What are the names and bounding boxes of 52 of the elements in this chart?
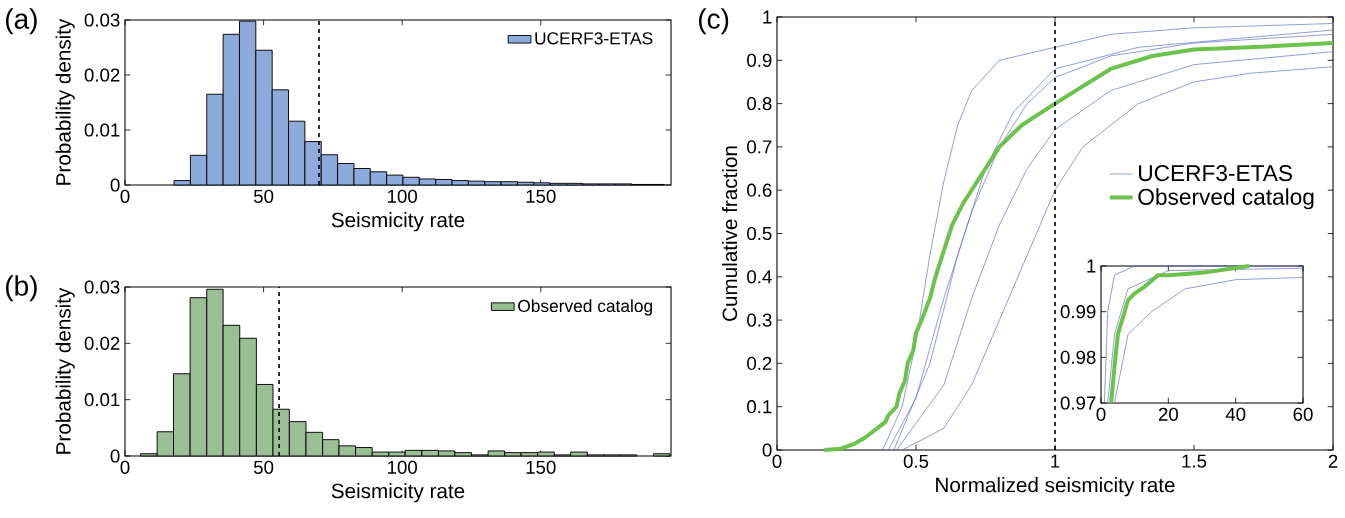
legend-label: Observed catalog bbox=[1138, 188, 1314, 210]
x-tick-label: 100 bbox=[388, 189, 418, 203]
y-tick-label: 0.03 bbox=[84, 280, 120, 294]
x-tick-label: 150 bbox=[526, 189, 556, 203]
chart-title: (a) bbox=[6, 8, 37, 35]
x-tick-label: 1 bbox=[1051, 454, 1060, 468]
y-tick-label: 0 bbox=[110, 178, 120, 192]
x-axis-title: Normalized seismicity rate bbox=[936, 477, 1175, 497]
y-tick-label: 0 bbox=[762, 443, 772, 457]
chart-title: (c) bbox=[699, 8, 729, 35]
x-tick-label: 0 bbox=[120, 460, 130, 474]
x-tick-label: 0.5 bbox=[903, 454, 929, 468]
x-tick-label: 50 bbox=[253, 189, 274, 203]
legend-label: Observed catalog bbox=[518, 299, 653, 316]
y-tick-label: 0.97 bbox=[1060, 396, 1096, 410]
y-tick-label: 0.1 bbox=[747, 400, 772, 414]
y-axis-title: Probability density bbox=[55, 18, 75, 185]
y-tick-label: 0.9 bbox=[747, 53, 772, 67]
y-tick-label: 0.5 bbox=[747, 226, 772, 241]
x-tick-label: 0 bbox=[772, 454, 782, 468]
x-tick-label: 60 bbox=[1293, 407, 1313, 421]
x-axis-title: Seismicity rate bbox=[331, 212, 465, 232]
chart-title: (b) bbox=[6, 275, 37, 302]
y-tick-label: 0.7 bbox=[747, 140, 772, 154]
x-tick-label: 50 bbox=[253, 460, 274, 474]
y-tick-label: 0.01 bbox=[84, 393, 120, 407]
y-tick-label: 0.01 bbox=[84, 123, 120, 137]
y-tick-label: 0.6 bbox=[747, 183, 772, 197]
x-tick-label: 100 bbox=[388, 460, 418, 474]
y-tick-label: 0.3 bbox=[747, 313, 772, 327]
x-tick-label: 2 bbox=[1328, 454, 1338, 468]
x-tick-label: 150 bbox=[526, 460, 556, 474]
x-tick-label: 0 bbox=[1096, 407, 1106, 421]
y-axis-title: Cumulative fraction bbox=[722, 146, 738, 321]
x-tick-label: 0 bbox=[120, 189, 130, 203]
y-axis-title: Probability density bbox=[55, 287, 75, 454]
legend-label: UCERF3-ETAS bbox=[535, 32, 653, 45]
y-tick-label: 1 bbox=[1087, 259, 1096, 273]
y-tick-label: 0.2 bbox=[747, 356, 772, 371]
y-tick-label: 0.8 bbox=[747, 96, 772, 111]
x-tick-label: 1.5 bbox=[1182, 454, 1207, 468]
y-tick-label: 0.03 bbox=[84, 13, 120, 27]
x-axis-title: Seismicity rate bbox=[331, 483, 465, 503]
y-tick-label: 0.99 bbox=[1060, 305, 1096, 319]
legend-label: UCERF3-ETAS bbox=[1139, 165, 1292, 182]
y-tick-label: 1 bbox=[763, 10, 772, 24]
y-tick-label: 0.4 bbox=[747, 270, 772, 284]
y-tick-label: 0.02 bbox=[84, 68, 120, 82]
x-tick-label: 20 bbox=[1158, 407, 1178, 421]
y-tick-label: 0.98 bbox=[1060, 350, 1096, 364]
y-tick-label: 0.02 bbox=[84, 336, 120, 350]
x-tick-label: 40 bbox=[1225, 407, 1246, 421]
